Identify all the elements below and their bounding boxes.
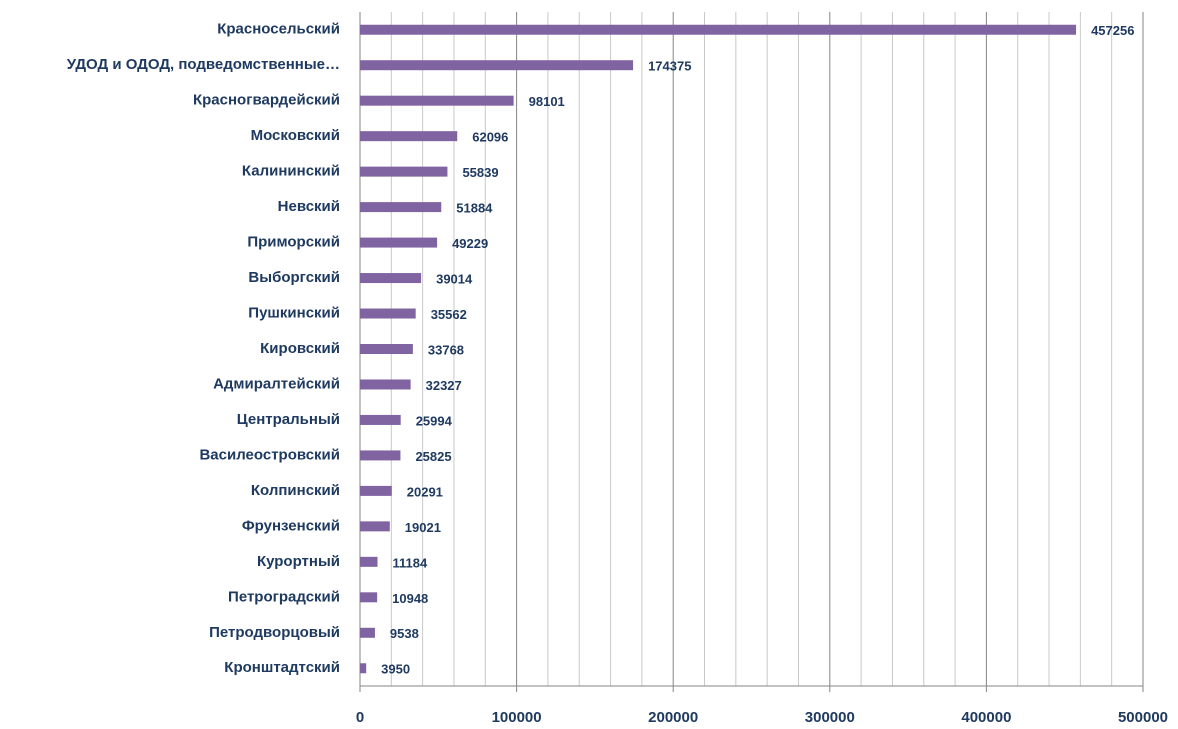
category-label: Выборгский	[248, 269, 340, 286]
bar	[360, 202, 442, 213]
bar	[360, 237, 438, 248]
category-label: Центральный	[237, 411, 340, 428]
category-label: Московский	[251, 127, 340, 144]
bar	[360, 24, 1077, 35]
bar	[360, 131, 458, 142]
category-label: Фрунзенский	[242, 517, 340, 534]
value-label: 32327	[426, 378, 462, 393]
x-tick-label: 200000	[648, 709, 698, 726]
value-label: 35562	[431, 307, 467, 322]
bar	[360, 556, 378, 567]
value-label: 33768	[428, 342, 464, 357]
category-label: Петродворцовый	[209, 624, 340, 641]
category-label: Калининский	[242, 163, 340, 180]
bar	[360, 485, 392, 496]
category-label: Кировский	[260, 340, 340, 357]
value-label: 25825	[415, 449, 451, 464]
category-label: Петроградский	[228, 588, 340, 605]
bar	[360, 95, 514, 106]
value-label: 174375	[648, 59, 691, 74]
value-label: 9538	[390, 626, 419, 641]
value-label: 19021	[405, 520, 441, 535]
category-label: Приморский	[247, 234, 340, 251]
category-label: Курортный	[257, 553, 340, 570]
value-label: 49229	[452, 236, 488, 251]
value-label: 11184	[393, 555, 428, 570]
value-label: 98101	[529, 94, 565, 109]
value-label: 62096	[472, 130, 508, 145]
x-tick-label: 100000	[492, 709, 542, 726]
value-label: 39014	[436, 271, 473, 286]
value-label: 51884	[456, 201, 493, 216]
x-tick-label: 500000	[1118, 709, 1168, 726]
bar	[360, 663, 367, 674]
category-label: Красносельский	[217, 21, 340, 38]
category-label: УДОД и ОДОД, подведомственные…	[67, 56, 340, 73]
category-label: Пушкинский	[248, 304, 340, 321]
category-label: Невский	[278, 198, 340, 215]
value-label: 457256	[1091, 23, 1134, 38]
value-label: 3950	[381, 662, 410, 677]
x-tick-label: 400000	[961, 709, 1011, 726]
value-label: 20291	[407, 484, 443, 499]
bar	[360, 60, 634, 71]
bar	[360, 521, 390, 532]
category-label: Кронштадтский	[224, 659, 340, 676]
value-label: 55839	[462, 165, 498, 180]
x-tick-label: 0	[356, 709, 364, 726]
bar	[360, 627, 375, 638]
category-label: Колпинский	[251, 482, 340, 499]
bar	[360, 273, 422, 284]
category-label: Адмиралтейский	[213, 375, 340, 392]
bar	[360, 379, 411, 390]
value-label: 10948	[392, 591, 428, 606]
bar	[360, 414, 401, 425]
bar	[360, 344, 413, 354]
x-tick-label: 300000	[805, 709, 855, 726]
bar	[360, 592, 378, 603]
bar	[360, 308, 416, 319]
bar	[360, 450, 401, 461]
bar	[360, 166, 448, 177]
value-label: 25994	[416, 413, 453, 428]
category-label: Василеостровский	[199, 446, 340, 463]
category-label: Красногвардейский	[193, 92, 340, 109]
